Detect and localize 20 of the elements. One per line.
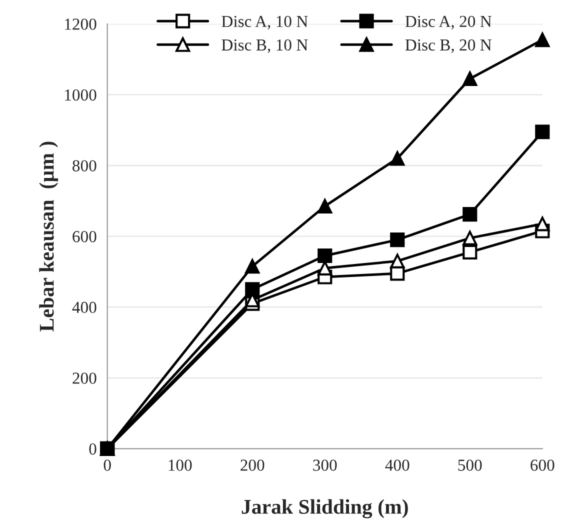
legend-label: Disc B, 20 N <box>405 39 492 54</box>
x-tick-label: 500 <box>458 460 482 471</box>
x-tick-label: 400 <box>385 460 410 471</box>
y-tick-label: 1200 <box>65 18 96 30</box>
x-tick-label: 100 <box>168 460 192 471</box>
x-tick-label: 300 <box>313 460 337 471</box>
y-tick-label: 800 <box>72 160 96 172</box>
y-tick-label: 0 <box>89 443 96 455</box>
y-tick-label: 200 <box>72 372 96 384</box>
y-tick-label: 600 <box>72 230 96 242</box>
y-axis-title: Lebar keausan (µm ) <box>39 142 58 332</box>
x-axis-title: Jarak Slidding (m) <box>242 499 408 518</box>
legend-label: Disc B, 10 N <box>222 39 308 54</box>
legend-label: Disc A, 10 N <box>222 16 308 30</box>
x-tick-label: 600 <box>530 460 554 471</box>
y-tick-label: 400 <box>72 302 96 314</box>
x-tick-label: 0 <box>104 460 111 471</box>
y-tick-label: 1000 <box>65 89 96 101</box>
x-tick-label: 200 <box>240 460 264 471</box>
legend-label: Disc A, 20 N <box>405 16 492 30</box>
